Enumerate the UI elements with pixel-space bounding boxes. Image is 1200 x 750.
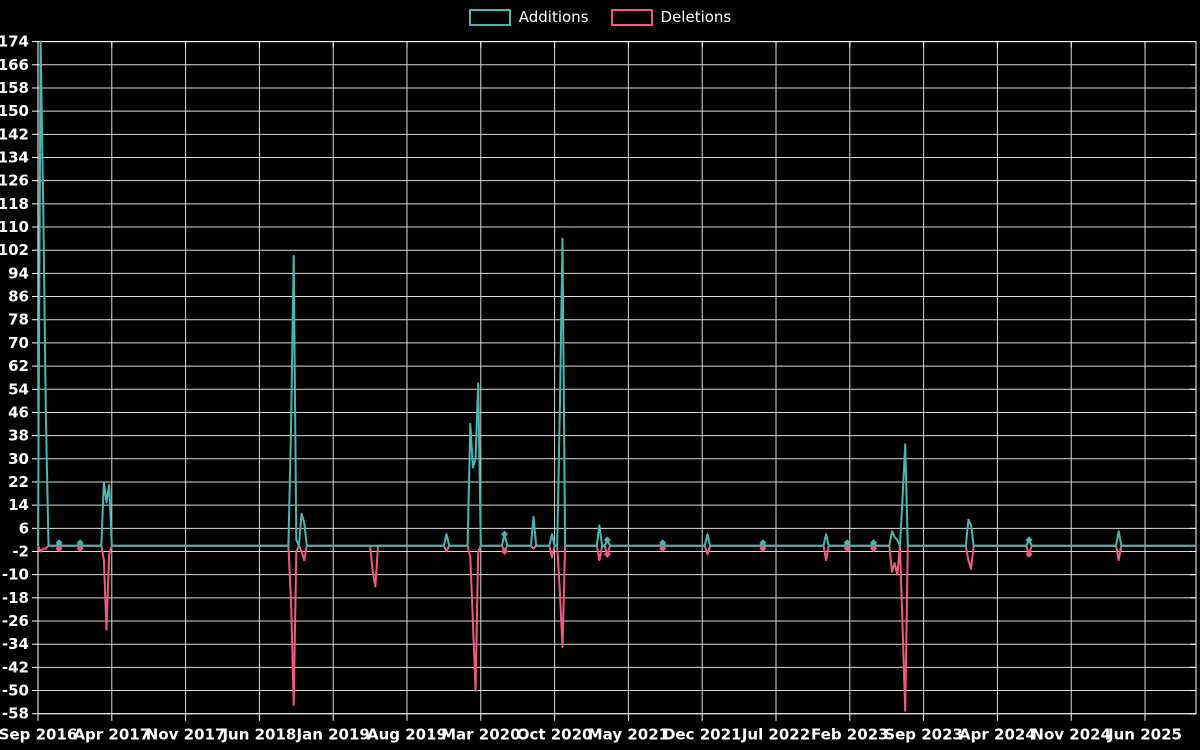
y-tick-label: 78	[8, 311, 29, 329]
x-tick-label: Dec 2021	[663, 726, 742, 744]
y-tick-label: 62	[8, 357, 29, 375]
deletions-point-marker	[76, 545, 84, 553]
y-tick-label: 94	[8, 264, 29, 282]
y-tick-label: -50	[2, 682, 29, 700]
additions-point-marker	[759, 539, 767, 547]
y-tick-label: 134	[0, 149, 29, 167]
x-tick-label: Jun 2025	[1107, 726, 1182, 744]
y-tick-label: 22	[8, 473, 29, 491]
additions-point-marker	[659, 539, 667, 547]
y-tick-label: -18	[2, 589, 29, 607]
point-markers	[55, 530, 1033, 558]
deletions-point-marker	[501, 547, 509, 555]
y-tick-label: 38	[8, 427, 29, 445]
x-tick-label: Sep 2023	[884, 726, 963, 744]
deletions-point-marker	[870, 545, 878, 553]
x-tick-label: Nov 2017	[146, 726, 226, 744]
x-tick-label: May 2021	[588, 726, 669, 744]
additions-point-marker	[501, 530, 509, 538]
additions-point-marker	[1025, 536, 1033, 544]
y-tick-label: 174	[0, 33, 29, 51]
y-tick-label: 102	[0, 241, 29, 259]
x-tick-label: Mar 2020	[441, 726, 520, 744]
deletions-point-marker	[603, 550, 611, 558]
y-tick-label: 158	[0, 79, 29, 97]
additions-point-marker	[843, 539, 851, 547]
y-tick-label: 166	[0, 56, 29, 74]
x-tick-label: Jul 2022	[741, 726, 810, 744]
x-tick-label: Sep 2016	[0, 726, 77, 744]
additions-point-marker	[603, 536, 611, 544]
y-tick-label: 110	[0, 218, 29, 236]
y-tick-label: -26	[2, 612, 29, 630]
x-tick-label: Nov 2024	[1031, 726, 1111, 744]
y-tick-label: 86	[8, 288, 29, 306]
y-tick-label: 6	[19, 519, 29, 537]
y-tick-label: 142	[0, 125, 29, 143]
deletions-point-marker	[843, 545, 851, 553]
x-tick-label: Apr 2017	[73, 726, 150, 744]
x-tick-label: Aug 2019	[367, 726, 447, 744]
deletions-point-marker	[1025, 550, 1033, 558]
additions-point-marker	[55, 539, 63, 547]
additions-point-marker	[76, 539, 84, 547]
x-tick-label: Oct 2020	[517, 726, 593, 744]
x-tick-label: Jan 2019	[296, 726, 370, 744]
y-tick-label: -2	[12, 542, 29, 560]
y-tick-label: 46	[8, 403, 29, 421]
y-tick-label: 30	[8, 450, 29, 468]
y-tick-label: 14	[8, 496, 29, 514]
y-tick-label: 70	[8, 334, 29, 352]
deletions-point-marker	[55, 545, 63, 553]
x-tick-label: Apr 2024	[959, 726, 1036, 744]
y-tick-label: 126	[0, 172, 29, 190]
plot-border	[37, 41, 1197, 715]
deletions-line	[37, 544, 1196, 712]
axis-labels: 1741661581501421341261181101029486787062…	[0, 33, 1182, 744]
deletions-point-marker	[759, 545, 767, 553]
x-tick-label: Jun 2018	[221, 726, 296, 744]
y-tick-label: -10	[2, 566, 29, 584]
y-tick-label: -34	[2, 635, 29, 653]
y-tick-label: 118	[0, 195, 29, 213]
grid	[37, 41, 1197, 715]
additions-line	[37, 40, 1196, 547]
y-tick-label: -58	[2, 705, 29, 723]
axes	[32, 41, 1197, 721]
additions-point-marker	[870, 539, 878, 547]
deletions-point-marker	[659, 545, 667, 553]
y-tick-label: 54	[8, 380, 29, 398]
y-tick-label: 150	[0, 102, 29, 120]
y-tick-label: -42	[2, 658, 29, 676]
x-tick-label: Feb 2023	[811, 726, 889, 744]
